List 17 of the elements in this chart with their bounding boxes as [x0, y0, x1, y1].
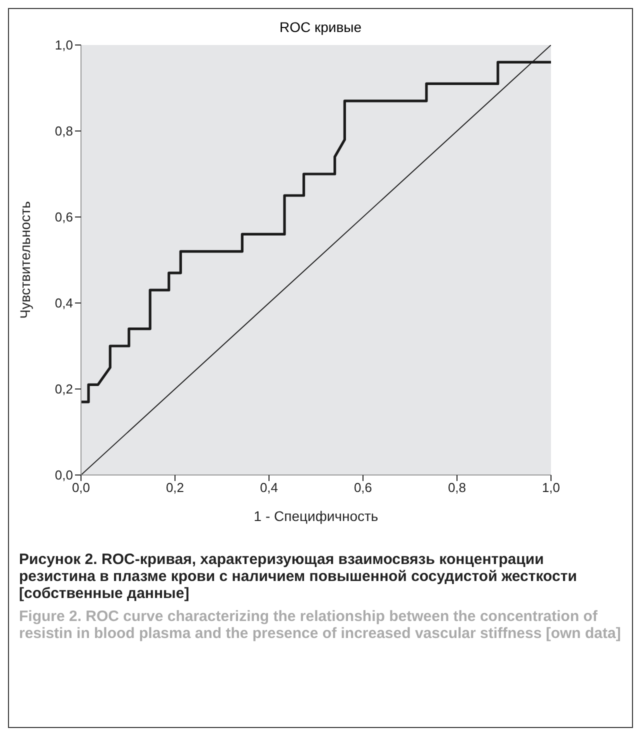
y-tick-label: 1,0: [54, 38, 73, 53]
x-tick-label: 0,8: [448, 480, 466, 496]
y-tick-label: 0,2: [54, 382, 73, 397]
y-tick-label: 0,0: [54, 468, 73, 483]
x-tick-label: 0,0: [72, 480, 90, 496]
y-tick-label: 0,4: [54, 296, 73, 311]
x-tick-label: 0,6: [354, 480, 372, 496]
y-axis-title: Чувствительность: [16, 201, 33, 319]
x-tick-label: 0,2: [166, 480, 184, 496]
y-tick-label: 0,8: [54, 124, 73, 139]
x-tick-label: 1,0: [542, 480, 560, 496]
text: Рисунок 2. ROC-кривая, характеризующая взаимосвязь концентрации резистина в плазме крови с наличием повышенной сосудистой жесткости [собственные данные]: [19, 551, 578, 602]
y-tick-label: 0,6: [54, 210, 73, 225]
x-tick-label: 0,4: [260, 480, 278, 496]
x-axis-title: 1 - Специфичность: [254, 508, 378, 524]
chart-title: ROC кривые: [278, 19, 363, 35]
caption: Figure 2. ROC curve characterizing the relationship between the concentration of resistin in blood plasma and the presence of increased vascular stiffness [own data]: [19, 608, 622, 642]
